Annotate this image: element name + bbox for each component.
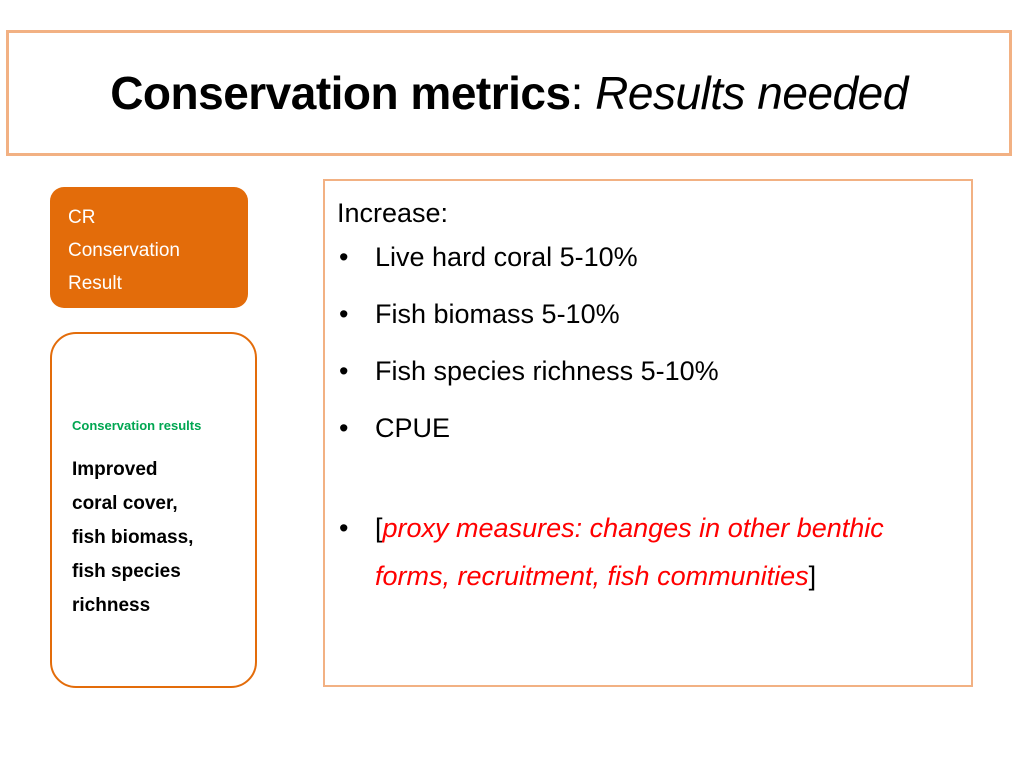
conservation-results-body: Improved coral cover, fish biomass, fish… (72, 453, 245, 623)
bullet-text: CPUE (375, 413, 451, 443)
list-item: • Live hard coral 5-10% (337, 239, 959, 275)
proxy-open-bracket: [ (375, 513, 383, 543)
results-body-line: fish biomass, (72, 527, 194, 548)
cr-box-line: CR (68, 207, 96, 228)
cr-box-line: Conservation (68, 240, 180, 261)
cr-conservation-result-box: CR Conservation Result (50, 187, 248, 308)
bullet-icon: • (339, 299, 349, 329)
conservation-results-box: Conservation results Improved coral cove… (50, 332, 257, 688)
proxy-measures-item: • [proxy measures: changes in other bent… (337, 504, 959, 600)
bullet-text: Live hard coral 5-10% (375, 242, 638, 272)
proxy-close-bracket: ] (808, 561, 817, 591)
title-box: Conservation metrics: Results needed (6, 30, 1012, 156)
results-body-line: Improved (72, 459, 158, 480)
list-item: • Fish species richness 5-10% (337, 353, 959, 389)
bullet-text: Fish species richness 5-10% (375, 356, 719, 386)
slide-title: Conservation metrics: Results needed (110, 66, 908, 120)
bullet-icon: • (339, 513, 349, 543)
title-italic-part: Results needed (595, 67, 908, 119)
metrics-content-box: Increase: • Live hard coral 5-10% • Fish… (323, 179, 973, 687)
title-separator: : (570, 67, 596, 119)
results-body-line: richness (72, 595, 151, 616)
metrics-bullet-list: • Live hard coral 5-10% • Fish biomass 5… (337, 239, 959, 600)
bullet-icon: • (339, 413, 349, 443)
bullet-icon: • (339, 242, 349, 272)
list-item: • Fish biomass 5-10% (337, 296, 959, 332)
list-item: • CPUE (337, 410, 959, 446)
results-body-line: fish species (72, 561, 181, 582)
bullet-icon: • (339, 356, 349, 386)
proxy-measures-text: proxy measures: changes in other benthic… (375, 513, 884, 591)
results-body-line: coral cover, (72, 493, 178, 514)
increase-heading: Increase: (337, 198, 449, 228)
conservation-results-label: Conservation results (72, 418, 202, 433)
cr-box-line: Result (68, 273, 122, 294)
bullet-text: Fish biomass 5-10% (375, 299, 620, 329)
title-bold-part: Conservation metrics (110, 67, 571, 119)
